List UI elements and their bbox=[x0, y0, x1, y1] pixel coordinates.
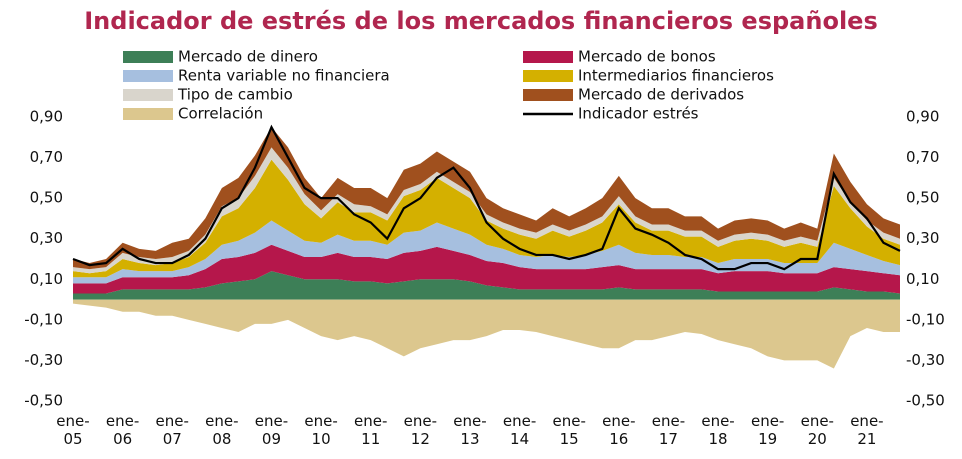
legend-swatch bbox=[123, 108, 173, 120]
line bbox=[72, 124, 901, 271]
y-tick-label: 0,50 bbox=[30, 189, 63, 207]
x-tick-label: ene-16 bbox=[602, 412, 636, 448]
legend-label: Renta variable no financiera bbox=[178, 67, 390, 85]
legend-label: Mercado de dinero bbox=[178, 48, 318, 66]
area bbox=[73, 220, 900, 284]
x-tick-label: ene-17 bbox=[651, 412, 686, 448]
y2-tick-label: 0,30 bbox=[906, 229, 939, 247]
x-tick-label: ene-05 bbox=[56, 412, 90, 448]
x-tick-label: ene-13 bbox=[453, 412, 487, 448]
legend-swatch bbox=[523, 89, 573, 101]
y2-tick-label: -0,10 bbox=[906, 310, 945, 328]
x-tick-label: ene-20 bbox=[800, 412, 834, 448]
x-tick-label: ene-18 bbox=[701, 412, 735, 448]
legend-swatch bbox=[123, 70, 173, 82]
legend-swatch bbox=[523, 51, 573, 63]
x-tick-label: ene-12 bbox=[403, 412, 438, 448]
area bbox=[73, 147, 900, 274]
y2-tick-label: 0,50 bbox=[906, 189, 939, 207]
legend-label: Intermediarios financieros bbox=[578, 67, 774, 85]
legend-label: Mercado de bonos bbox=[578, 48, 716, 66]
area bbox=[73, 127, 900, 270]
y2-tick-label: -0,50 bbox=[906, 392, 945, 410]
x-tick-label: ene-11 bbox=[354, 412, 388, 448]
x-tick-label: ene-15 bbox=[552, 412, 586, 448]
y-tick-label: 0,10 bbox=[30, 270, 63, 288]
legend-swatch bbox=[523, 70, 573, 82]
x-tick-label: ene-19 bbox=[750, 412, 785, 448]
x-tick-label: ene-14 bbox=[502, 412, 537, 448]
y-tick-label: -0,50 bbox=[24, 392, 63, 410]
legend-label: Indicador estrés bbox=[578, 105, 699, 123]
x-tick-label: ene-08 bbox=[205, 412, 239, 448]
y-tick-label: -0,10 bbox=[24, 310, 63, 328]
area bbox=[73, 299, 900, 369]
y2-tick-label: 0,10 bbox=[906, 270, 939, 288]
area bbox=[73, 244, 900, 294]
y-tick-label: 0,70 bbox=[30, 148, 63, 166]
area bbox=[73, 159, 900, 278]
y2-tick-label: 0,70 bbox=[906, 148, 939, 166]
x-tick-label: ene-07 bbox=[155, 412, 189, 448]
legend-label: Tipo de cambio bbox=[177, 86, 293, 104]
y-tick-label: -0,30 bbox=[24, 351, 63, 369]
x-tick-label: ene-06 bbox=[105, 412, 140, 448]
x-tick-label: ene-10 bbox=[304, 412, 338, 448]
y2-tick-label: 0,90 bbox=[906, 108, 939, 126]
legend-label: Mercado de derivados bbox=[578, 86, 744, 104]
y-tick-label: 0,30 bbox=[30, 229, 63, 247]
legend-swatch bbox=[123, 51, 173, 63]
x-tick-label: ene-21 bbox=[850, 412, 884, 448]
legend-swatch bbox=[123, 89, 173, 101]
legend-label: Correlación bbox=[178, 105, 263, 123]
chart-title: Indicador de estrés de los mercados fina… bbox=[84, 7, 877, 35]
y2-tick-label: -0,30 bbox=[906, 351, 945, 369]
x-tick-label: ene-09 bbox=[254, 412, 289, 448]
y-tick-label: 0,90 bbox=[30, 108, 63, 126]
